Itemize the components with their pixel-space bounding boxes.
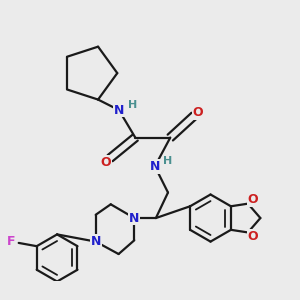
Text: O: O: [193, 106, 203, 119]
Text: H: H: [164, 157, 172, 166]
Text: N: N: [91, 235, 101, 248]
Text: H: H: [128, 100, 137, 110]
Text: N: N: [114, 103, 124, 117]
Text: N: N: [150, 160, 160, 173]
Text: O: O: [248, 193, 258, 206]
Text: N: N: [129, 212, 140, 224]
Text: F: F: [7, 235, 16, 248]
Text: O: O: [248, 230, 258, 243]
Text: O: O: [101, 156, 112, 169]
